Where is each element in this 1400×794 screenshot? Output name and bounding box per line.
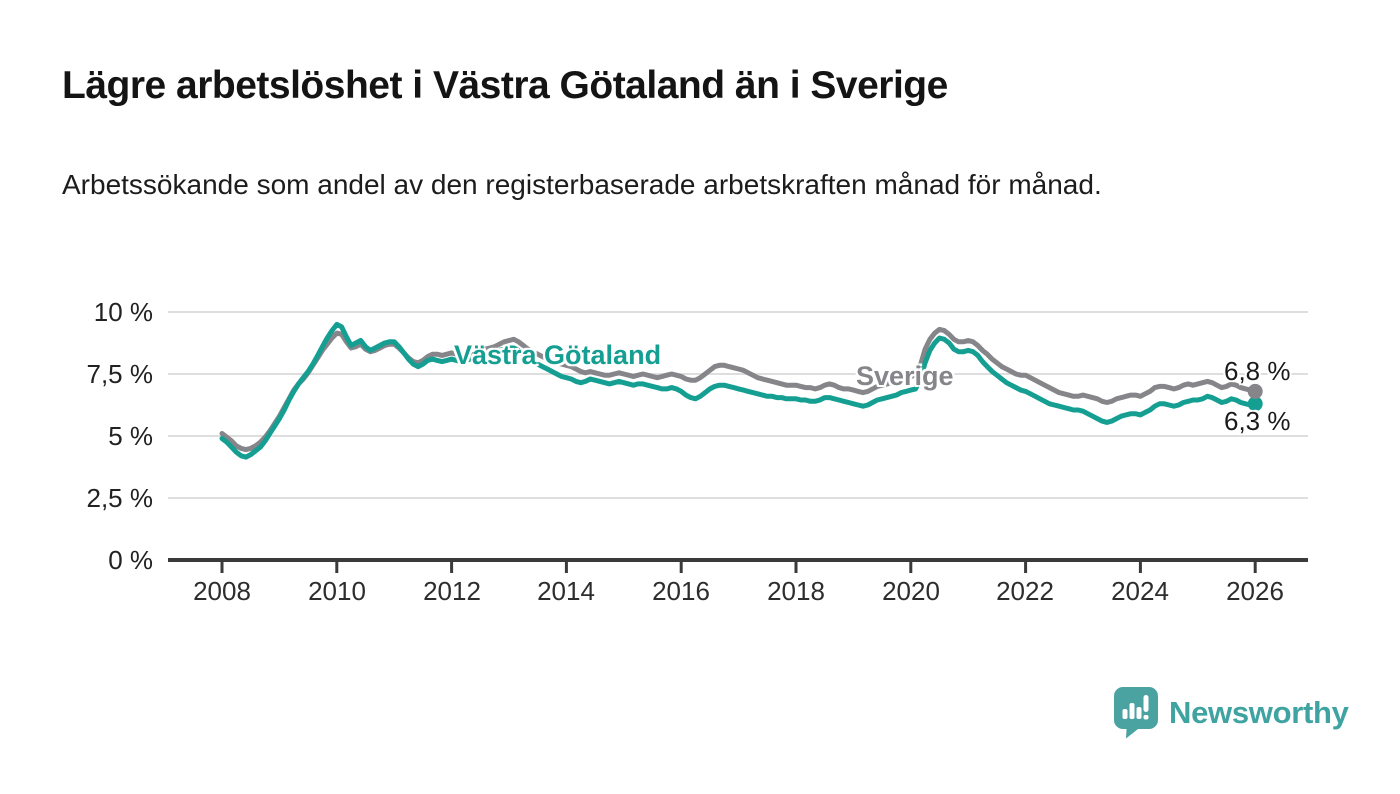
- chart-title: Lägre arbetslöshet i Västra Götaland än …: [62, 64, 948, 107]
- end-dot-västra-götaland: [1247, 396, 1263, 412]
- x-tick-label-2014: 2014: [537, 576, 595, 606]
- end-value-label-vastra-gotaland: 6,3 %: [1224, 406, 1291, 436]
- logo-exclamation-bar: [1143, 695, 1149, 712]
- newsworthy-logo-icon: [1114, 687, 1158, 739]
- series-label-sverige: Sverige: [856, 361, 954, 391]
- x-tick-label-2024: 2024: [1111, 576, 1169, 606]
- y-tick-label-7-5: 7,5 %: [86, 359, 154, 389]
- logo-bar-3: [1136, 707, 1142, 719]
- series-label-vastra-gotaland: Västra Götaland: [454, 340, 662, 370]
- y-tick-label-0: 0 %: [108, 545, 153, 575]
- x-tick-label-2012: 2012: [423, 576, 481, 606]
- y-tick-label-5: 5 %: [108, 421, 153, 451]
- x-tick-label-2022: 2022: [996, 576, 1054, 606]
- x-tick-label-2016: 2016: [652, 576, 710, 606]
- logo-bar-2: [1129, 703, 1135, 719]
- x-tick-label-2008: 2008: [193, 576, 251, 606]
- y-tick-label-2-5: 2,5 %: [86, 483, 154, 513]
- newsworthy-wordmark: Newsworthy: [1169, 694, 1349, 730]
- chart-subtitle: Arbetssökande som andel av den registerb…: [62, 169, 1102, 200]
- newsworthy-branding: Newsworthy: [1113, 686, 1349, 739]
- y-tick-label-10: 10 %: [93, 297, 153, 327]
- logo-bar-1: [1122, 709, 1128, 719]
- end-dot-sverige: [1247, 383, 1263, 399]
- x-tick-label-2026: 2026: [1226, 576, 1284, 606]
- x-tick-label-2020: 2020: [882, 576, 940, 606]
- x-tick-label-2018: 2018: [767, 576, 825, 606]
- end-value-label-sverige: 6,8 %: [1224, 356, 1291, 386]
- series-line-västra-götaland: [219, 321, 1258, 460]
- x-tick-label-2010: 2010: [308, 576, 366, 606]
- logo-exclamation-dot: [1143, 715, 1149, 720]
